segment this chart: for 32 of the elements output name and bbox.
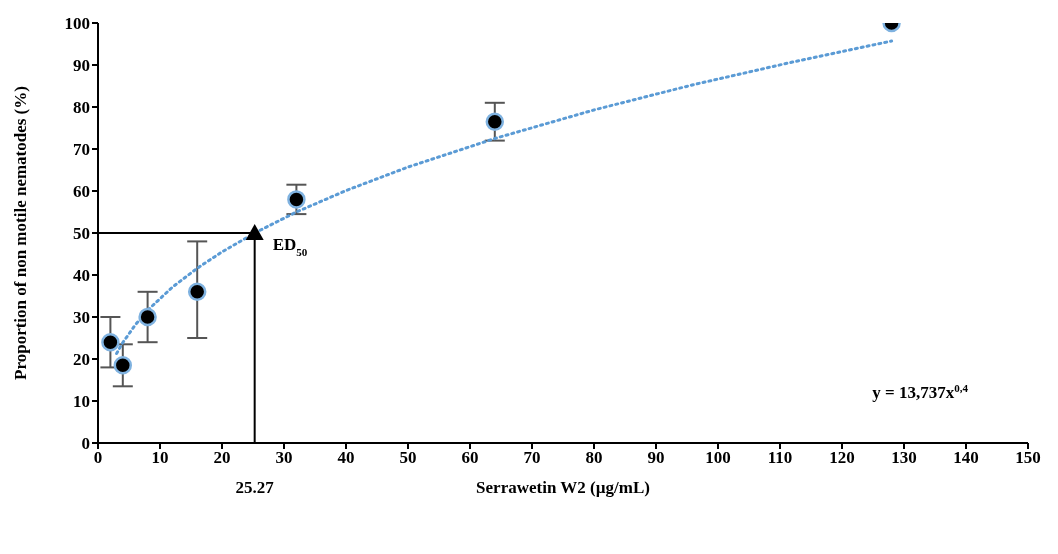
y-tick-label: 10	[73, 392, 90, 412]
x-tick-label: 120	[829, 448, 855, 468]
y-tick-label: 60	[73, 182, 90, 202]
x-tick-label: 50	[399, 448, 417, 468]
y-tick-label: 0	[81, 434, 90, 454]
annotation: ED$_{50}$	[272, 235, 308, 258]
x-tick-label: 0	[93, 448, 103, 468]
x-tick-label: 30	[275, 448, 293, 468]
x-tick-label: 90	[647, 448, 665, 468]
x-tick-label: 10	[151, 448, 169, 468]
x-tick-label: 140	[953, 448, 979, 468]
ref-line-label: 25.27	[235, 478, 275, 498]
y-tick-label: 20	[73, 350, 90, 370]
x-tick-label: 150	[1015, 448, 1041, 468]
x-tick-label: 110	[767, 448, 793, 468]
y-tick-label: 90	[73, 56, 90, 76]
x-tick-label: 20	[213, 448, 231, 468]
x-tick-label: 60	[461, 448, 479, 468]
annotation: y = 13,737x$^{0,4}$	[872, 382, 969, 402]
x-tick-label: 40	[337, 448, 355, 468]
y-axis-title: Proportion of non motile nematodes (%)	[11, 86, 31, 380]
y-tick-label: 30	[73, 308, 90, 328]
x-tick-label: 70	[523, 448, 541, 468]
x-axis-title: Serrawetin W2 (µg/mL)	[476, 478, 650, 497]
x-tick-label: 80	[585, 448, 603, 468]
y-tick-label: 40	[73, 266, 90, 286]
y-tick-label: 80	[73, 98, 90, 118]
y-tick-label: 70	[73, 140, 90, 160]
y-tick-label: 50	[73, 224, 90, 244]
x-tick-label: 100	[705, 448, 731, 468]
x-tick-label: 130	[891, 448, 917, 468]
y-tick-label: 100	[64, 14, 90, 34]
